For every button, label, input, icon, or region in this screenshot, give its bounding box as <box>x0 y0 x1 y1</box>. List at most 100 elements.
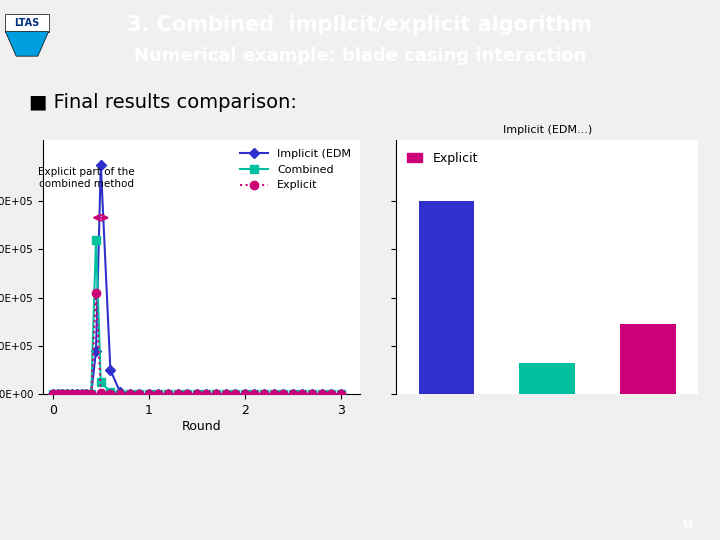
Explicit <box>336 391 345 397</box>
Implicit (EDM <box>174 391 182 397</box>
Legend: Implicit (EDM, Combined, Explicit: Implicit (EDM, Combined, Explicit <box>237 146 354 194</box>
Combined <box>58 391 67 397</box>
Combined <box>289 391 297 397</box>
Line: Implicit (EDM: Implicit (EDM <box>50 161 344 397</box>
Explicit <box>63 391 71 397</box>
Explicit <box>250 391 258 397</box>
Combined <box>279 391 287 397</box>
Combined <box>91 237 100 243</box>
Text: u: u <box>683 517 693 531</box>
Combined <box>202 391 211 397</box>
Implicit (EDM <box>77 391 86 397</box>
Combined <box>260 391 269 397</box>
Implicit (EDM <box>58 391 67 397</box>
Combined <box>106 389 114 395</box>
Implicit (EDM <box>336 391 345 397</box>
Text: Explicit part of the
combined method: Explicit part of the combined method <box>38 167 135 189</box>
Implicit (EDM <box>327 391 336 397</box>
Combined <box>192 391 201 397</box>
Implicit (EDM <box>318 391 326 397</box>
Implicit (EDM <box>298 391 307 397</box>
Combined <box>87 391 96 397</box>
Explicit <box>307 391 316 397</box>
Implicit (EDM <box>202 391 211 397</box>
Combined <box>174 391 182 397</box>
Explicit <box>82 391 91 397</box>
Explicit <box>91 289 100 296</box>
Implicit (EDM <box>82 391 91 397</box>
Combined <box>307 391 316 397</box>
Combined <box>96 379 105 386</box>
Combined <box>183 391 192 397</box>
Implicit (EDM <box>231 391 240 397</box>
Combined <box>318 391 326 397</box>
Explicit <box>174 391 182 397</box>
Implicit (EDM <box>260 391 269 397</box>
Implicit (EDM <box>183 391 192 397</box>
Line: Explicit: Explicit <box>49 288 345 399</box>
Explicit <box>135 391 143 397</box>
Combined <box>154 391 163 397</box>
Bar <box>520 363 575 394</box>
Implicit (EDM <box>96 161 105 168</box>
Polygon shape <box>6 31 49 56</box>
X-axis label: Round: Round <box>181 420 222 433</box>
Implicit (EDM <box>307 391 316 397</box>
Explicit <box>116 391 125 397</box>
Implicit (EDM <box>154 391 163 397</box>
Combined <box>63 391 71 397</box>
Implicit (EDM <box>163 391 172 397</box>
Implicit (EDM <box>73 391 81 397</box>
Implicit (EDM <box>240 391 249 397</box>
Implicit (EDM <box>91 347 100 354</box>
Explicit <box>96 390 105 396</box>
Implicit (EDM <box>48 391 57 397</box>
Combined <box>231 391 240 397</box>
Implicit (EDM <box>250 391 258 397</box>
Implicit (EDM <box>192 391 201 397</box>
Explicit <box>53 391 62 397</box>
Explicit <box>327 391 336 397</box>
Explicit <box>289 391 297 397</box>
Implicit (EDM <box>135 391 143 397</box>
Explicit <box>125 391 134 397</box>
Explicit <box>58 391 67 397</box>
Explicit <box>202 391 211 397</box>
Implicit (EDM <box>125 391 134 397</box>
Implicit (EDM <box>145 391 153 397</box>
Explicit <box>106 391 114 397</box>
Explicit <box>240 391 249 397</box>
Explicit <box>68 391 76 397</box>
Bar <box>621 324 676 394</box>
Combined <box>163 391 172 397</box>
Explicit <box>260 391 269 397</box>
Implicit (EDM <box>106 367 114 373</box>
Explicit <box>192 391 201 397</box>
Implicit (EDM <box>87 391 96 397</box>
Explicit <box>73 391 81 397</box>
Implicit (EDM <box>63 391 71 397</box>
Explicit <box>212 391 220 397</box>
Combined <box>327 391 336 397</box>
Implicit (EDM <box>269 391 278 397</box>
Implicit (EDM <box>116 389 125 395</box>
Combined <box>221 391 230 397</box>
Combined <box>298 391 307 397</box>
Text: LTAS: LTAS <box>14 18 40 28</box>
Explicit <box>183 391 192 397</box>
Text: ■ Final results comparison:: ■ Final results comparison: <box>29 93 297 112</box>
Explicit <box>221 391 230 397</box>
Explicit <box>269 391 278 397</box>
Combined <box>73 391 81 397</box>
Explicit <box>77 391 86 397</box>
Combined <box>250 391 258 397</box>
Legend: Explicit: Explicit <box>402 147 482 170</box>
Implicit (EDM <box>221 391 230 397</box>
Text: Implicit (EDM...): Implicit (EDM...) <box>503 125 592 136</box>
Line: Combined: Combined <box>49 235 345 399</box>
Combined <box>145 391 153 397</box>
Combined <box>53 391 62 397</box>
Combined <box>240 391 249 397</box>
Explicit <box>154 391 163 397</box>
Combined <box>77 391 86 397</box>
